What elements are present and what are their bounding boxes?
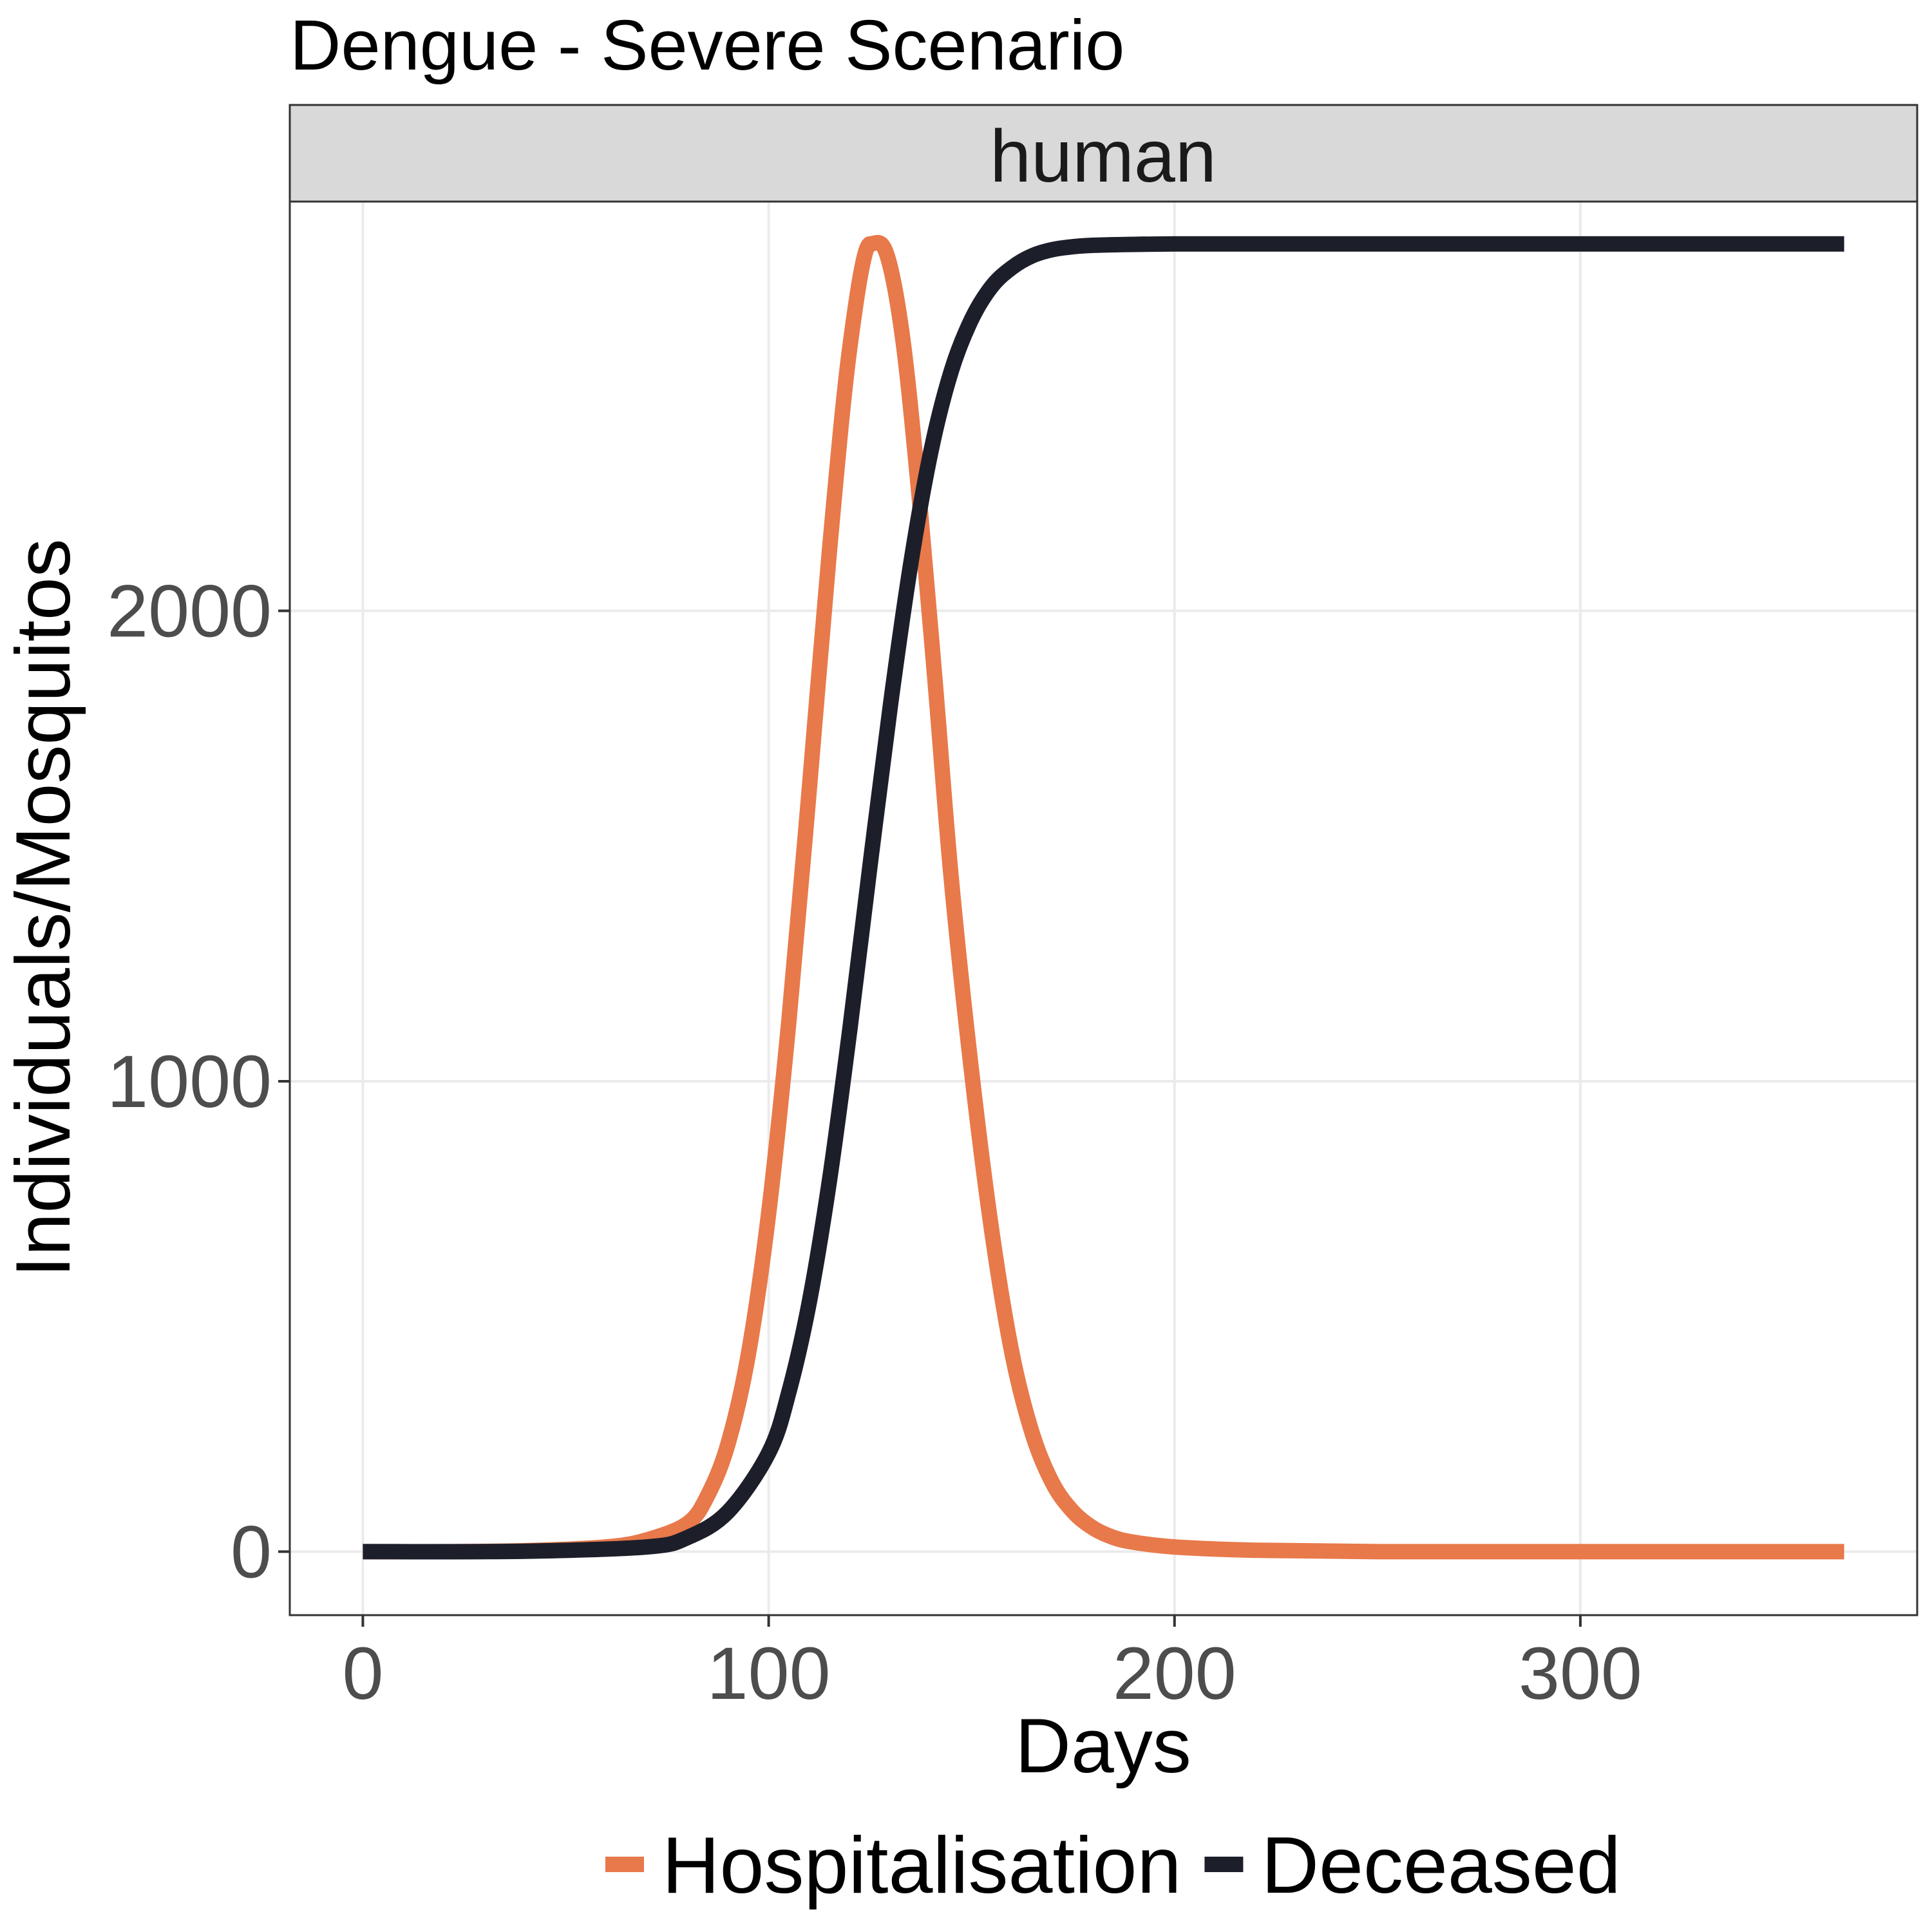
legend-label: Deceased [1261,1821,1620,1910]
y-tick-label: 1000 [107,1041,272,1123]
panel-border [289,200,1918,1616]
axis-ticks: 0 100 200 300 0 1000 2000 [107,570,1642,1715]
x-tick-label: 100 [707,1633,831,1715]
x-tick-label: 300 [1519,1633,1642,1715]
y-tick-label: 2000 [107,570,272,652]
facet-label: human [990,115,1217,198]
x-axis-title: Days [1015,1703,1191,1789]
x-tick-label: 0 [342,1633,383,1715]
series-line-deceased [363,236,1844,1560]
gridlines [290,202,1917,1615]
legend-item-deceased: Deceased [1204,1821,1621,1910]
facet-strip [289,104,1918,203]
legend-item-hospitalisation: Hospitalisation [605,1821,1181,1910]
series-line-hospitalisation [363,234,1844,1560]
x-tick-label: 200 [1113,1633,1236,1715]
series-layer [363,234,1844,1560]
chart-title: Dengue - Severe Scenario [290,6,1124,85]
legend-label: Hospitalisation [662,1821,1181,1910]
legend: Hospitalisation Deceased [605,1821,1621,1910]
y-tick-label: 0 [231,1511,272,1593]
y-axis-title: Individuals/Mosquitos [0,538,86,1277]
